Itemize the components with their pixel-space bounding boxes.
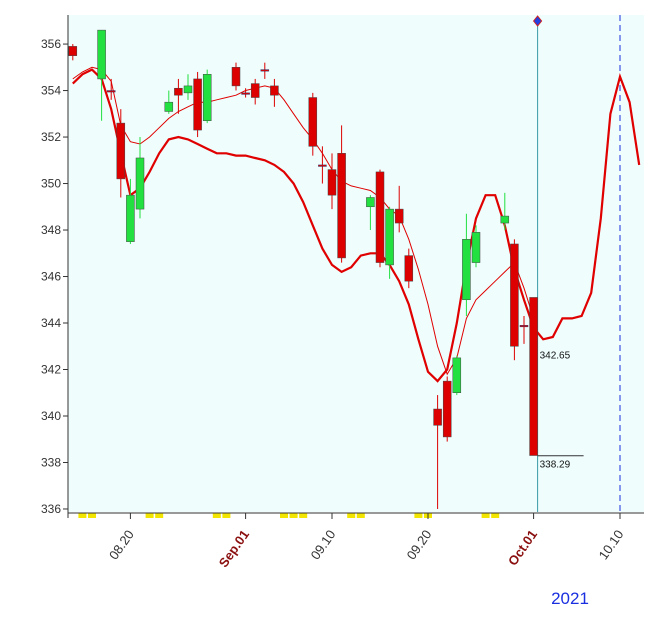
y-tick-label: 336 xyxy=(41,502,61,516)
candle-body xyxy=(510,243,519,347)
gap-marker xyxy=(212,513,221,518)
gap-marker xyxy=(222,513,231,518)
candle-body xyxy=(174,87,183,96)
x-tick-label: 08.20 xyxy=(106,527,137,562)
candle-body xyxy=(241,92,250,95)
candle-body xyxy=(270,85,279,96)
candle-body xyxy=(260,69,270,72)
gap-marker xyxy=(414,513,423,518)
candle-body xyxy=(164,101,174,112)
y-tick-label: 344 xyxy=(41,316,61,330)
candle-body xyxy=(97,29,106,80)
candle-body xyxy=(318,164,327,167)
y-tick-label: 352 xyxy=(41,130,61,144)
candle-body xyxy=(135,157,145,210)
moving-average-line xyxy=(72,68,641,383)
candle-body xyxy=(126,194,135,242)
gap-marker xyxy=(145,513,154,518)
candle-body xyxy=(442,380,452,438)
candle-body xyxy=(394,208,404,224)
y-tick-label: 356 xyxy=(41,37,61,51)
candle-body xyxy=(250,83,260,98)
candle-body xyxy=(500,215,510,224)
candle-body xyxy=(452,357,462,393)
gap-marker xyxy=(299,513,308,518)
candle-body xyxy=(519,325,529,328)
x-tick-label: Oct.01 xyxy=(505,527,540,568)
gap-marker xyxy=(280,513,288,518)
y-tick-label: 354 xyxy=(41,84,61,98)
candle-body xyxy=(385,208,394,266)
candle-body xyxy=(231,67,241,87)
y-tick-label: 346 xyxy=(41,270,61,284)
candle-body xyxy=(462,239,471,301)
candle-body xyxy=(68,46,78,56)
plot-background xyxy=(68,15,644,512)
candle-body xyxy=(193,78,202,131)
gap-marker xyxy=(88,513,96,518)
candle-body xyxy=(366,197,375,208)
candle-body xyxy=(327,169,337,196)
gap-marker xyxy=(155,513,164,518)
price-annotation: 342.65 xyxy=(540,350,571,361)
gap-marker xyxy=(78,513,87,518)
gap-marker xyxy=(356,513,365,518)
candle-body xyxy=(471,232,481,263)
x-tick-label: 10.10 xyxy=(596,527,627,562)
gap-marker xyxy=(491,513,500,518)
gap-marker xyxy=(347,513,356,518)
candle-body xyxy=(308,97,318,147)
cursor-marker xyxy=(532,15,543,27)
price-annotation: 338.29 xyxy=(540,460,571,471)
candle-body xyxy=(116,122,126,180)
candle-body xyxy=(375,171,385,263)
candle-body xyxy=(404,255,414,282)
y-tick-label: 340 xyxy=(41,409,61,423)
y-tick-label: 338 xyxy=(41,455,61,469)
year-label: 2021 xyxy=(551,589,589,608)
y-tick-label: 350 xyxy=(41,177,61,191)
y-tick-label: 348 xyxy=(41,223,61,237)
x-tick-label: Sep.01 xyxy=(216,527,252,570)
x-tick-label: 09.10 xyxy=(308,527,339,562)
y-tick-label: 342 xyxy=(41,363,61,377)
candle-body xyxy=(183,85,193,94)
candle-body xyxy=(337,153,346,259)
candle-body xyxy=(106,90,116,93)
candle-body xyxy=(529,297,538,456)
candle-body xyxy=(202,74,212,122)
candle-body xyxy=(433,408,442,426)
x-tick-label: 09.20 xyxy=(404,527,435,562)
gap-marker xyxy=(289,513,298,518)
gap-marker xyxy=(481,513,490,518)
